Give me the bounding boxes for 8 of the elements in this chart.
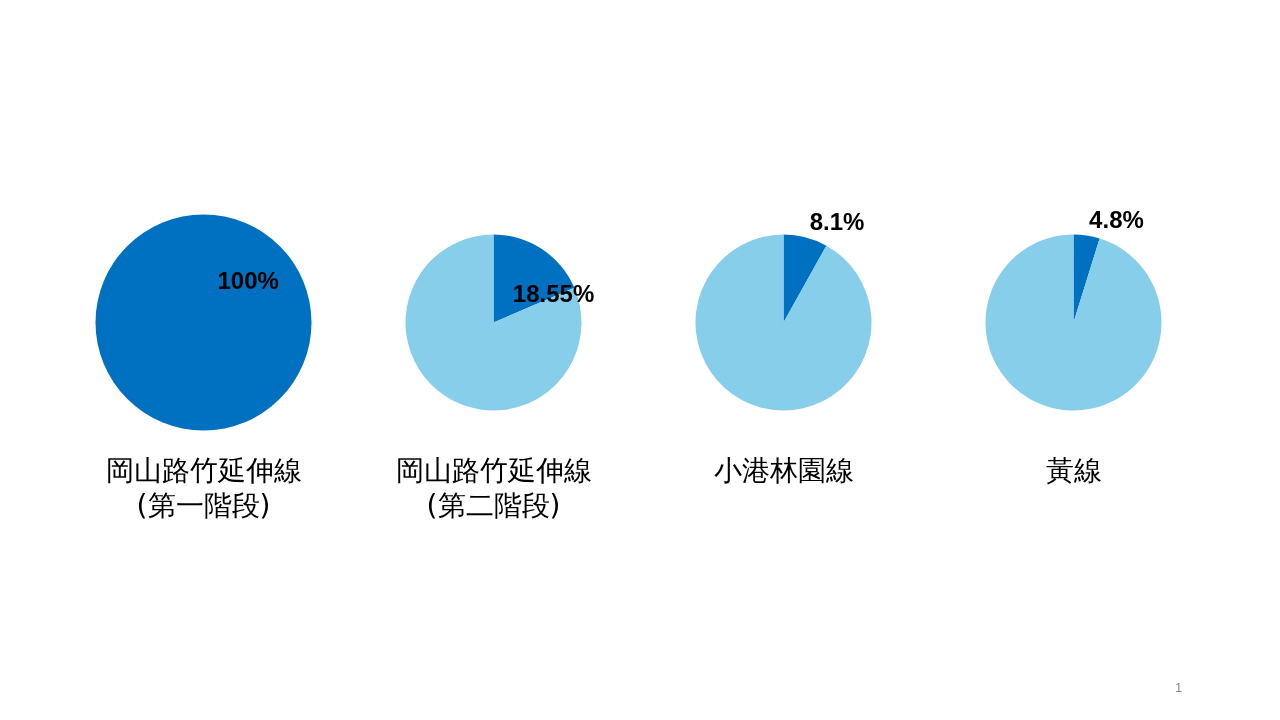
text: 岡山路竹延伸線 (第二階段) — [395, 454, 592, 522]
text: 小港林園線 — [713, 454, 854, 487]
text: 岡山路竹延伸線 (第一階段) — [105, 454, 302, 522]
text: 黃線 — [1045, 454, 1102, 487]
data-label: 100% — [217, 267, 279, 294]
data-label: 4.8% — [1089, 206, 1144, 234]
data-label: 8.1% — [809, 208, 865, 236]
text: 1 — [1174, 680, 1183, 695]
